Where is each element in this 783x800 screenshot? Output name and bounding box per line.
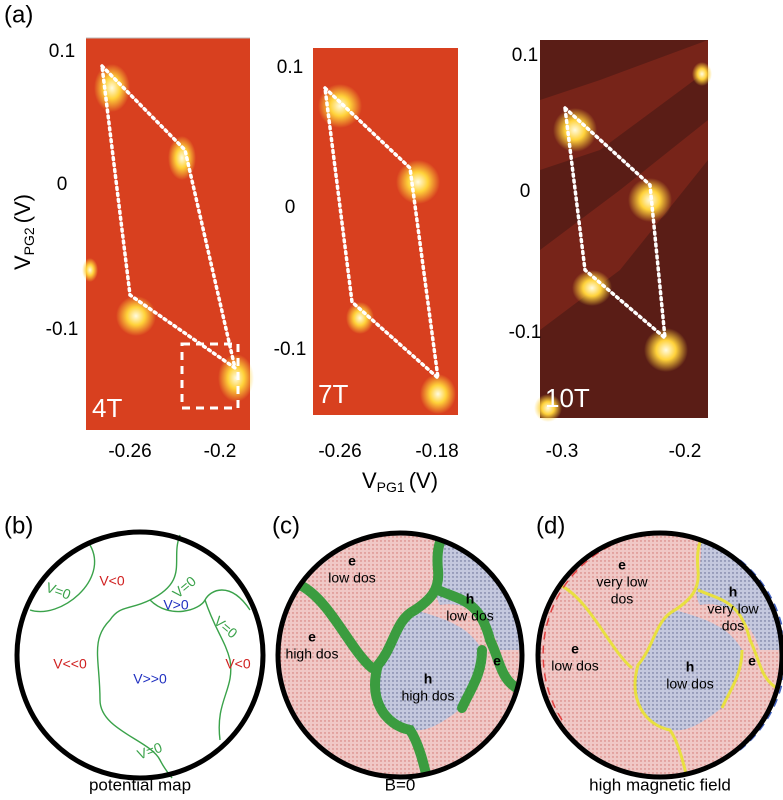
boundary-label: V=0 [44, 579, 73, 603]
axis-label-part: (V) [10, 194, 35, 223]
region-label: V>>0 [133, 671, 167, 687]
region-label: e [571, 641, 579, 657]
x-tick-label: -0.3 [546, 441, 579, 462]
region-label: very low [707, 601, 759, 617]
y-tick-label: 0.1 [49, 41, 75, 62]
region-label: h [729, 584, 738, 600]
region-label: low dos [551, 658, 598, 674]
caption: high magnetic field [589, 775, 731, 794]
y-tick-label: 0.1 [512, 45, 538, 66]
y-tick-label: 0 [285, 197, 296, 218]
region-label: e [618, 557, 626, 573]
region-label: h [466, 591, 475, 607]
region-label: V<<0 [53, 656, 87, 672]
x-tick-label: -0.18 [415, 441, 458, 462]
y-tick-label: -0.1 [46, 319, 79, 340]
region-label: V<0 [225, 656, 251, 672]
region-label: h [424, 671, 433, 687]
axis-label-part: V [10, 255, 35, 270]
x-tick-label: -0.2 [669, 441, 702, 462]
boundary-label: V=0 [211, 613, 241, 642]
x-tick-label: -0.2 [204, 441, 237, 462]
caption: potential map [89, 775, 191, 794]
axis-label-part: PG1 [377, 479, 405, 495]
panel-tag: (c) [272, 512, 300, 539]
region-label: dos [722, 618, 745, 634]
caption: B=0 [385, 775, 416, 794]
region-label: high dos [286, 646, 339, 662]
region-label: low dos [328, 570, 375, 586]
region-label: low dos [666, 676, 713, 692]
region-label: V>0 [163, 597, 189, 613]
panel-tag: (d) [536, 512, 565, 539]
region-label: very low [596, 574, 648, 590]
region-label: dos [611, 591, 634, 607]
region-label: e [348, 553, 356, 569]
panel-tag: (a) [4, 1, 33, 28]
field-label: 7T [318, 379, 348, 409]
high-field-map [535, 530, 783, 780]
region-label: V<0 [99, 573, 125, 589]
axis-label: VPG1 (V) [362, 468, 438, 495]
y-tick-label: 0 [57, 174, 68, 195]
heatmap-7t [313, 48, 458, 415]
axis-label-part: PG2 [21, 227, 37, 255]
heatmap-4t [82, 37, 254, 430]
field-label: 10T [545, 383, 590, 413]
panel-tag: (b) [4, 512, 33, 539]
axis-label-part: V [362, 468, 377, 493]
x-tick-label: -0.26 [318, 441, 361, 462]
region-label: high dos [402, 688, 455, 704]
y-tick-label: -0.1 [509, 322, 542, 343]
region-label: e [748, 653, 756, 669]
x-tick-label: -0.26 [108, 441, 151, 462]
axis-label: VPG2 (V) [10, 194, 37, 270]
axis-label-part: (V) [409, 468, 438, 493]
y-tick-label: 0.1 [277, 57, 303, 78]
y-tick-label: 0 [520, 181, 531, 202]
region-label: h [686, 659, 695, 675]
potential-map [14, 529, 266, 781]
y-tick-label: -0.1 [274, 339, 307, 360]
heatmap-10t [534, 40, 712, 422]
region-label: e [308, 629, 316, 645]
region-label: low dos [446, 608, 493, 624]
region-label: e [493, 653, 501, 669]
field-label: 4T [92, 393, 122, 423]
